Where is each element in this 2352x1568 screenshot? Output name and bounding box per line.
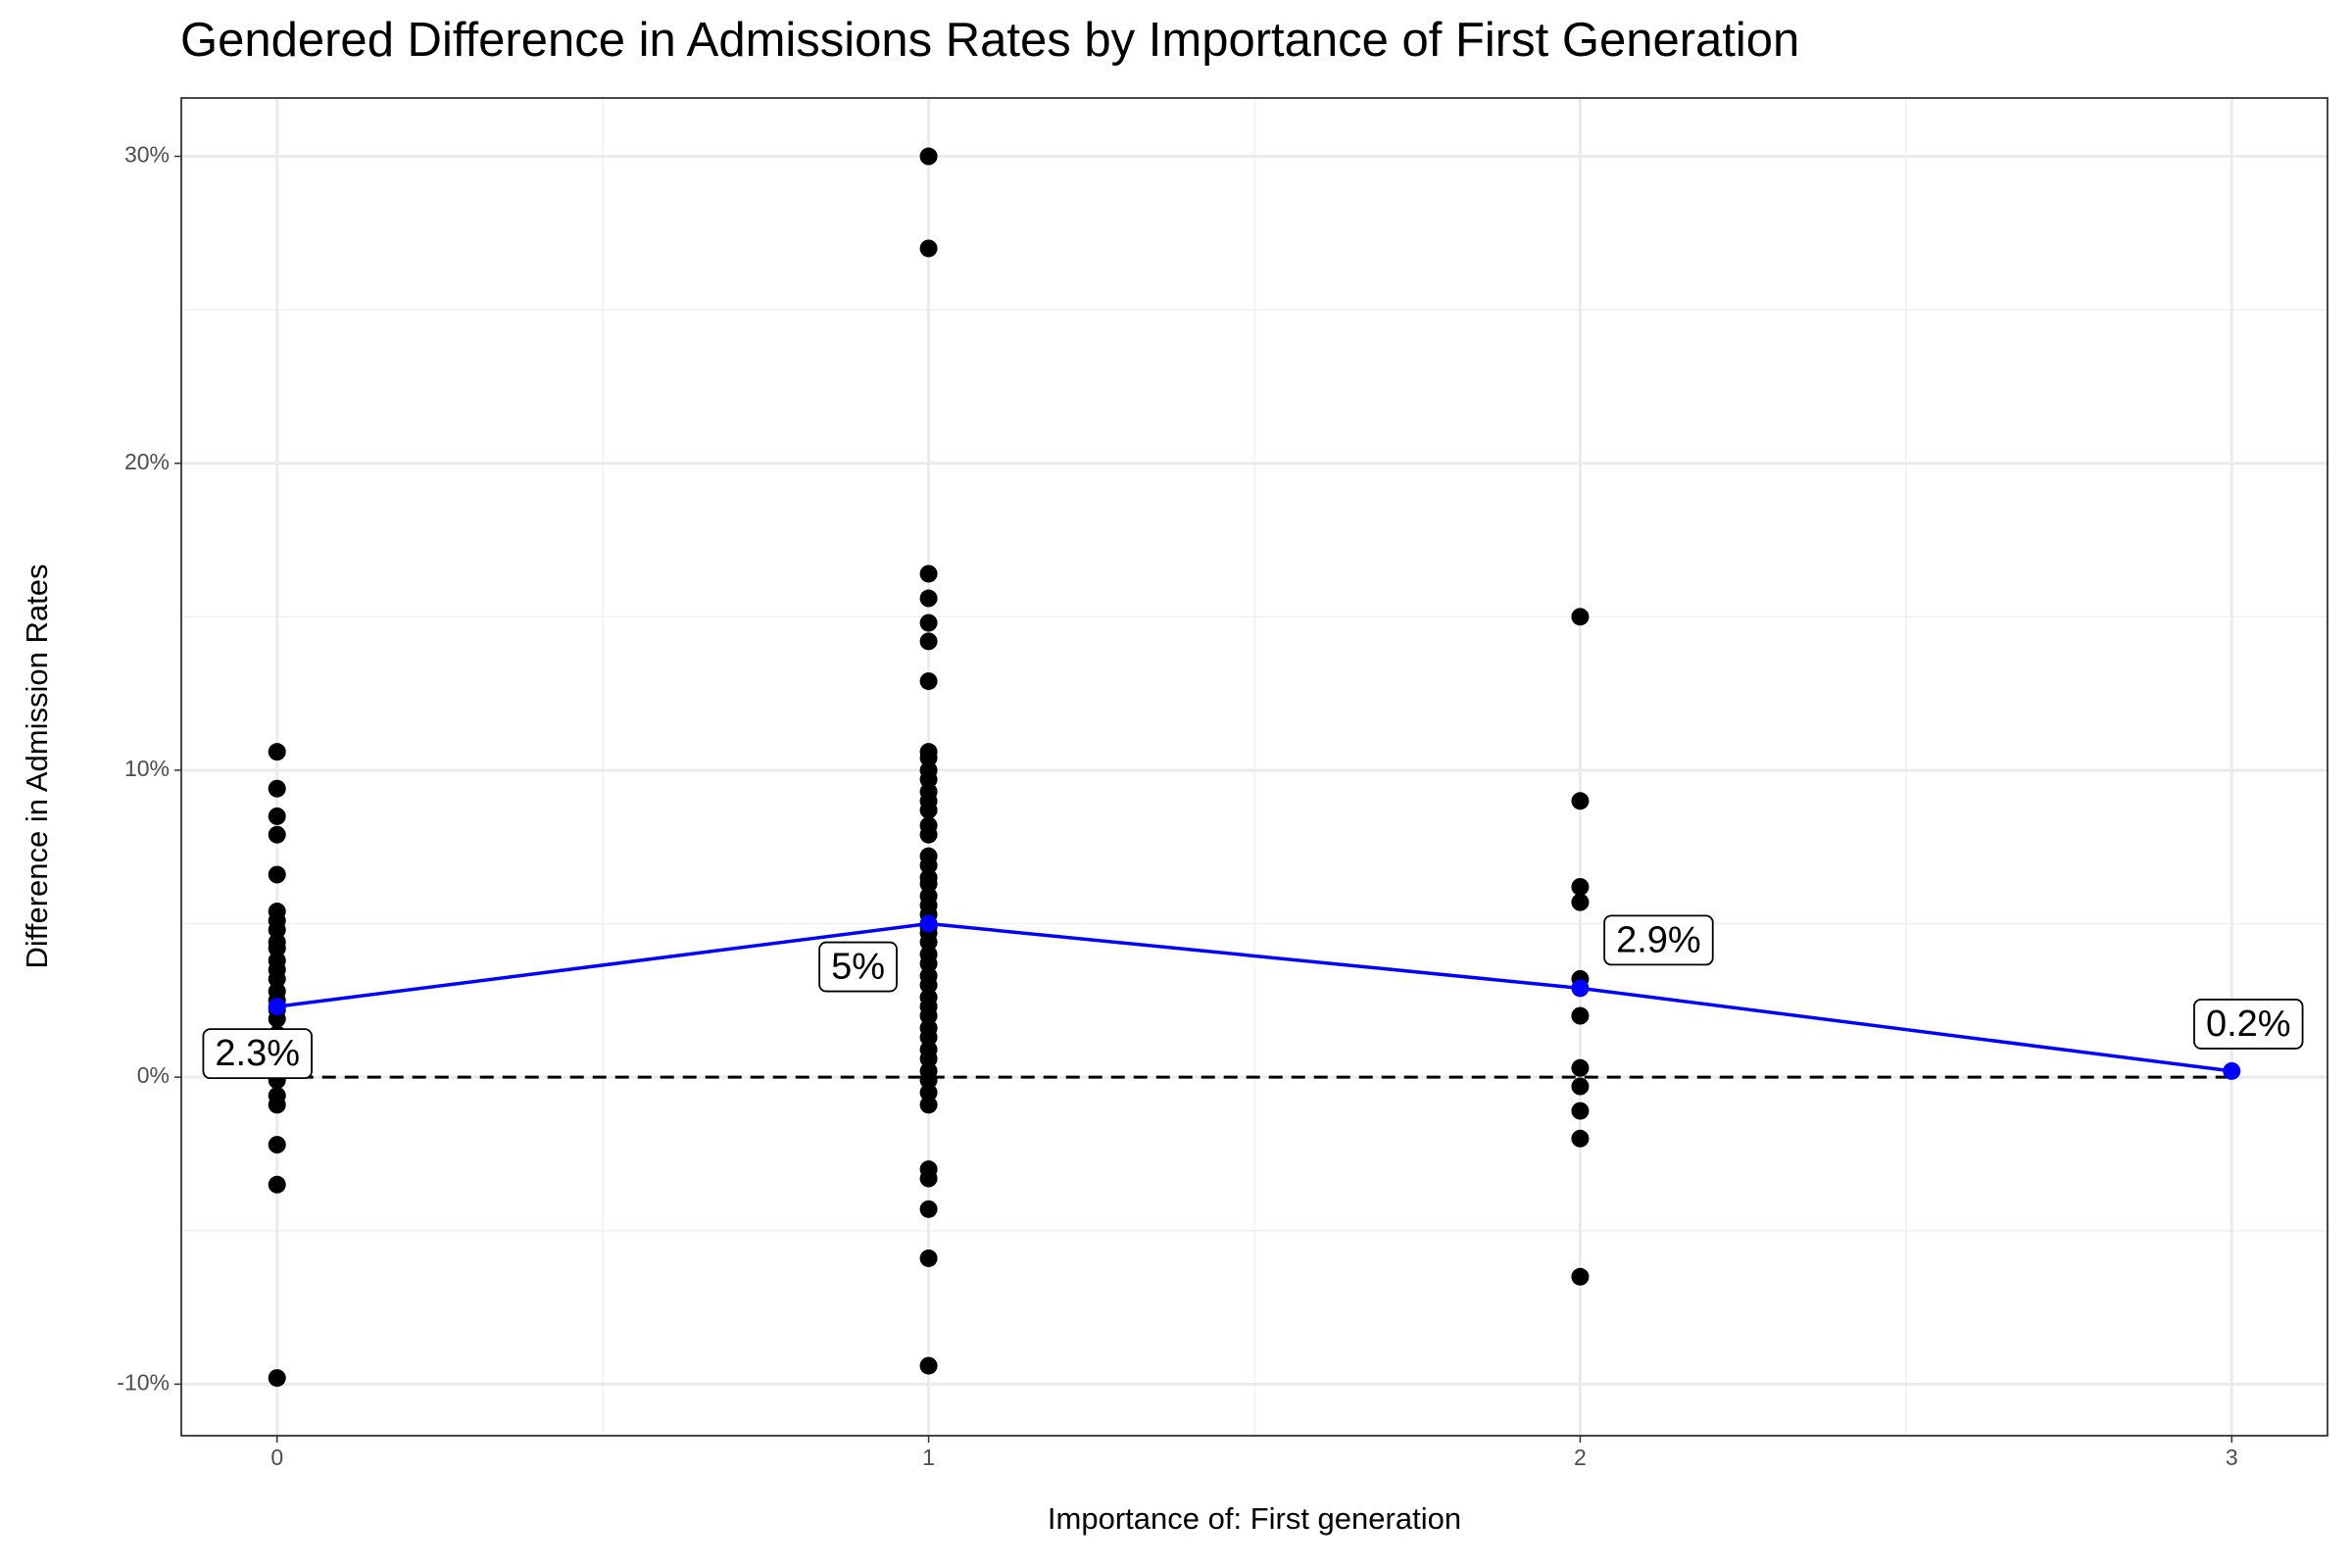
y-axis-title: Difference in Admission Rates bbox=[20, 564, 54, 969]
point bbox=[268, 969, 286, 988]
point bbox=[1571, 1129, 1590, 1148]
value-label: 5% bbox=[831, 947, 885, 988]
point bbox=[268, 1009, 286, 1028]
point bbox=[1571, 1077, 1590, 1096]
y-tick-label: -10% bbox=[117, 1369, 170, 1395]
point bbox=[919, 1083, 938, 1102]
value-label-group: 2.9% bbox=[1603, 914, 1714, 966]
point bbox=[919, 672, 938, 691]
value-label-box bbox=[202, 1028, 313, 1080]
value-label-box bbox=[1603, 914, 1714, 966]
chart-title: Gendered Difference in Admissions Rates … bbox=[180, 14, 1799, 67]
point bbox=[919, 1096, 938, 1114]
mean-point bbox=[1571, 979, 1590, 998]
y-tick-label: 0% bbox=[137, 1062, 170, 1088]
x-tick-label: 3 bbox=[2226, 1445, 2238, 1470]
point bbox=[919, 589, 938, 608]
value-label: 2.9% bbox=[1616, 919, 1701, 960]
point bbox=[268, 1096, 286, 1114]
point bbox=[268, 779, 286, 798]
x-tick-label: 2 bbox=[1574, 1445, 1587, 1470]
point bbox=[919, 955, 938, 973]
point bbox=[1571, 608, 1590, 626]
mean-point bbox=[2223, 1061, 2241, 1080]
point bbox=[268, 1369, 286, 1388]
y-tick-label: 10% bbox=[124, 756, 170, 781]
point bbox=[919, 801, 938, 819]
point bbox=[268, 1136, 286, 1154]
x-axis-title: Importance of: First generation bbox=[1048, 1501, 1461, 1536]
point bbox=[1571, 1058, 1590, 1077]
mean-point bbox=[919, 914, 938, 933]
point bbox=[919, 874, 938, 893]
x-tick-label: 1 bbox=[922, 1445, 935, 1470]
point bbox=[919, 857, 938, 875]
point bbox=[919, 632, 938, 651]
point bbox=[1571, 877, 1590, 896]
value-label-box bbox=[2193, 999, 2304, 1050]
mean-line bbox=[276, 921, 2232, 1073]
y-tick-label: 30% bbox=[124, 142, 170, 168]
point bbox=[919, 825, 938, 844]
value-label-group: 0.2% bbox=[2193, 999, 2304, 1050]
y-tick-label: 20% bbox=[124, 449, 170, 474]
point bbox=[268, 920, 286, 939]
point bbox=[919, 564, 938, 583]
point bbox=[919, 976, 938, 995]
point bbox=[268, 865, 286, 884]
value-label: 0.2% bbox=[2206, 1004, 2291, 1045]
point bbox=[1571, 893, 1590, 911]
mean-point bbox=[268, 998, 286, 1016]
point bbox=[268, 939, 286, 957]
point bbox=[1571, 1102, 1590, 1120]
point bbox=[1571, 1267, 1590, 1286]
value-label-group: 5% bbox=[818, 941, 898, 993]
point bbox=[919, 1071, 938, 1090]
panel-border bbox=[180, 97, 2328, 1437]
point bbox=[919, 1028, 938, 1047]
point bbox=[268, 825, 286, 844]
x-tick-label: 0 bbox=[270, 1445, 283, 1470]
point bbox=[919, 749, 938, 767]
point bbox=[1571, 1006, 1590, 1025]
point bbox=[919, 1356, 938, 1375]
point bbox=[1571, 792, 1590, 810]
point bbox=[919, 1006, 938, 1025]
point bbox=[919, 239, 938, 258]
point bbox=[268, 743, 286, 761]
point bbox=[919, 1200, 938, 1218]
point bbox=[268, 807, 286, 825]
point bbox=[919, 613, 938, 632]
point bbox=[919, 1249, 938, 1267]
point bbox=[919, 147, 938, 166]
point bbox=[919, 770, 938, 789]
value-label-group: 2.3% bbox=[202, 1028, 313, 1080]
point bbox=[268, 1175, 286, 1194]
value-label-box bbox=[818, 941, 898, 993]
point bbox=[919, 1169, 938, 1188]
value-label: 2.3% bbox=[215, 1033, 300, 1074]
point bbox=[919, 933, 938, 952]
point bbox=[919, 1050, 938, 1068]
